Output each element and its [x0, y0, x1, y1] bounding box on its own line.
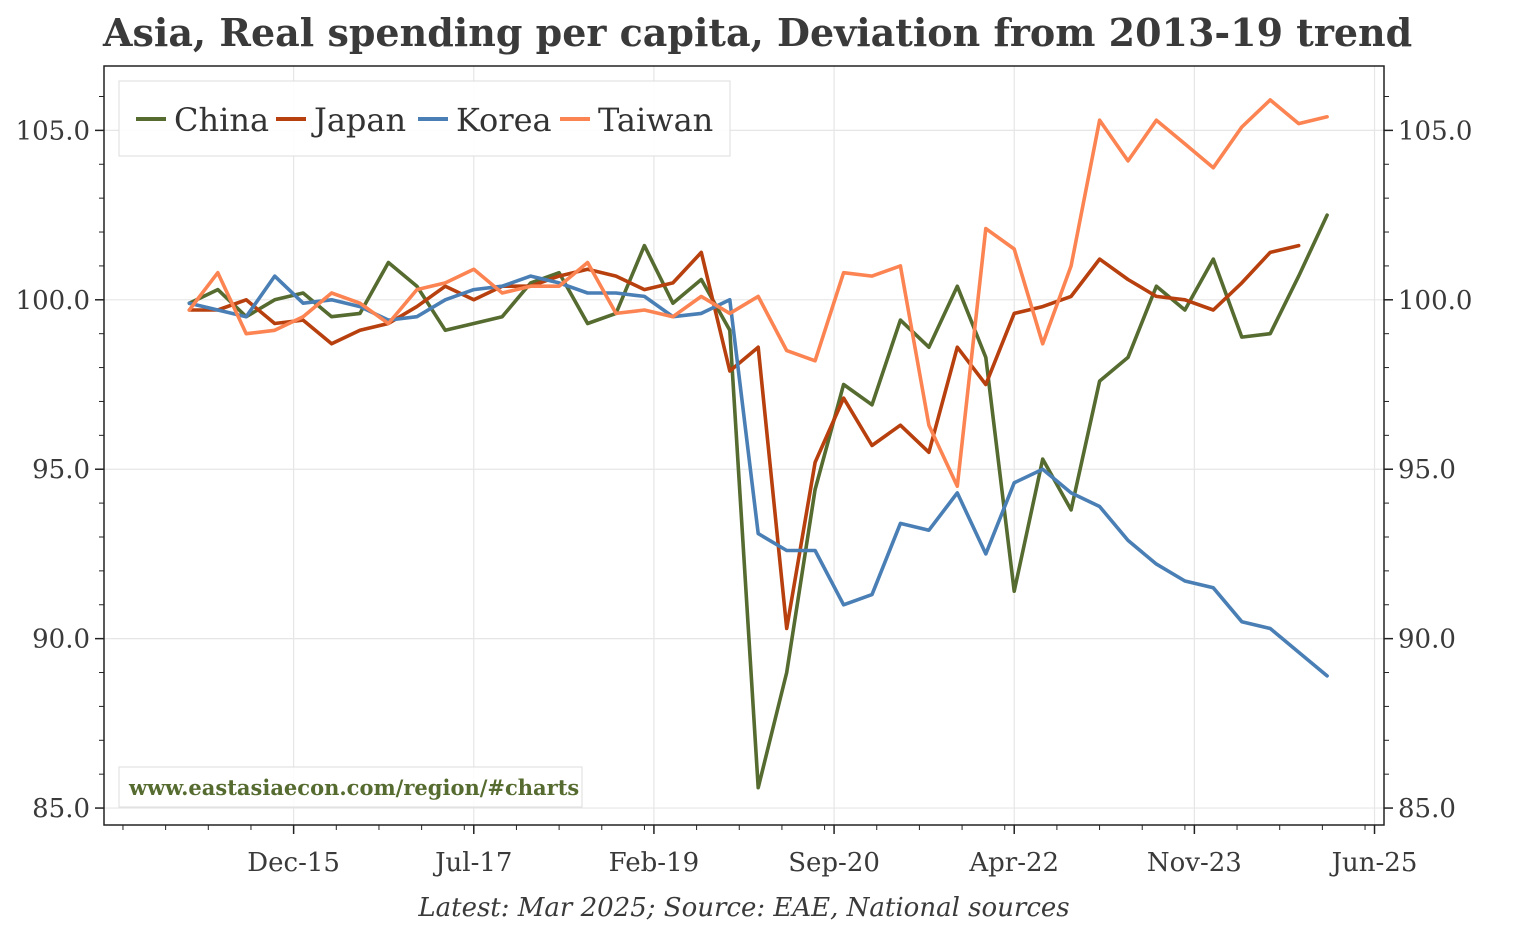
y-tick-label-right: 95.0	[1398, 455, 1456, 485]
watermark-text: www.eastasiaecon.com/region/#charts	[128, 775, 579, 800]
grid	[104, 66, 1384, 825]
x-tick-label: Dec-15	[247, 848, 340, 878]
series-line-korea	[187, 274, 1329, 678]
source-note: Latest: Mar 2025; Source: EAE, National …	[418, 893, 1070, 923]
legend-label-taiwan: Taiwan	[598, 101, 713, 139]
series-lines	[187, 98, 1329, 790]
y-tick-label-right: 105.0	[1398, 116, 1472, 146]
legend-label-china: China	[174, 101, 269, 139]
y-tick-label-right: 90.0	[1398, 625, 1456, 655]
x-tick-label: Jun-25	[1329, 848, 1418, 878]
y-tick-label-left: 100.0	[16, 286, 90, 316]
x-tick-label: Nov-23	[1147, 848, 1242, 878]
series-line-japan	[187, 243, 1301, 631]
y-tick-label-left: 85.0	[32, 794, 90, 824]
y-tick-label-right: 100.0	[1398, 286, 1472, 316]
legend: China Japan Korea Taiwan	[118, 80, 731, 157]
legend-label-japan: Japan	[311, 101, 406, 139]
y-tick-label-left: 90.0	[32, 625, 90, 655]
legend-label-korea: Korea	[456, 101, 552, 139]
plot-frame	[103, 65, 1385, 826]
axis-ticks: 85.0 85.0 90.0 90.0 95.0 95.0 100.0 100.0 105.0 1…	[16, 95, 1472, 878]
x-tick-label: Feb-19	[609, 848, 700, 878]
watermark: www.eastasiaecon.com/region/#charts	[118, 766, 583, 808]
line-chart: 85.0 85.0 90.0 90.0 95.0 95.0 100.0 100.0 105.0 1…	[16, 65, 1472, 878]
x-tick-label: Sep-20	[788, 848, 880, 878]
y-tick-label-left: 105.0	[16, 116, 90, 146]
x-tick-label: Jul-17	[432, 848, 512, 878]
x-tick-label: Apr-22	[968, 848, 1059, 878]
watermark-box	[118, 766, 583, 808]
series-line-taiwan	[187, 98, 1329, 488]
y-tick-label-right: 85.0	[1398, 794, 1456, 824]
series-line-china	[187, 213, 1329, 790]
chart-title: Asia, Real spending per capita, Deviatio…	[103, 10, 1413, 55]
y-tick-label-left: 95.0	[32, 455, 90, 485]
